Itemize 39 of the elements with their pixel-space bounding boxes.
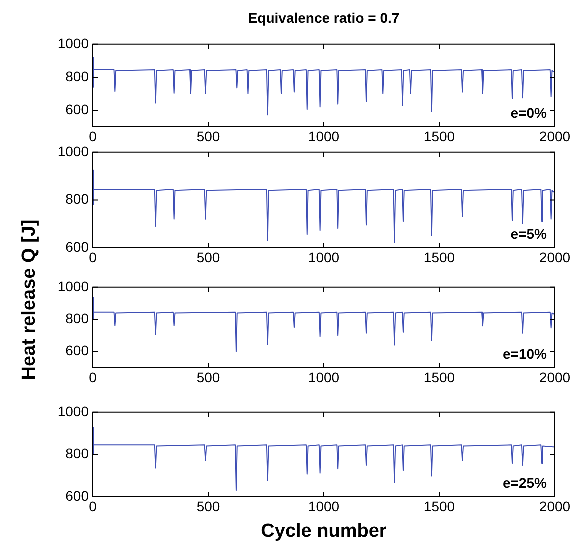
x-tick-label: 500: [196, 369, 220, 386]
x-tick-label: 2000: [539, 249, 571, 266]
y-tick-label: 1000: [58, 143, 90, 160]
annotation: e=0%: [510, 104, 548, 121]
y-tick-label: 800: [66, 310, 90, 326]
y-tick-label: 800: [66, 68, 90, 84]
x-tick-label: 1000: [308, 498, 340, 514]
y-tick-label: 600: [66, 101, 90, 118]
x-tick-label: 0: [89, 249, 98, 266]
x-tick-label: 500: [196, 128, 220, 144]
y-tick-label: 800: [66, 446, 90, 462]
annotation: e=25%: [503, 474, 548, 491]
x-tick-label: 1500: [424, 498, 456, 514]
x-tick-label: 1000: [308, 128, 340, 144]
y-axis-title: Heat release Q [J]: [19, 220, 41, 380]
x-tick-label: 1500: [424, 128, 456, 144]
x-tick-label: 0: [89, 128, 98, 144]
y-tick-label: 600: [66, 342, 90, 359]
y-tick-label: 1000: [58, 35, 90, 52]
x-tick-label: 1000: [308, 249, 340, 266]
x-tick-label: 0: [89, 369, 98, 386]
x-tick-label: 2000: [539, 369, 571, 386]
annotation: e=10%: [503, 346, 548, 362]
x-axis-title: Cycle number: [261, 521, 387, 543]
x-tick-label: 0: [89, 498, 98, 514]
x-tick-label: 1500: [424, 369, 456, 386]
x-tick-label: 1500: [424, 249, 456, 266]
annotation: e=5%: [510, 226, 548, 242]
x-tick-label: 500: [196, 498, 220, 514]
x-tick-label: 500: [196, 249, 220, 266]
x-tick-label: 1000: [308, 369, 340, 386]
y-tick-label: 600: [66, 488, 90, 504]
y-tick-label: 1000: [58, 403, 90, 420]
x-tick-label: 2000: [539, 128, 571, 144]
y-tick-label: 800: [66, 191, 90, 208]
x-tick-label: 2000: [539, 498, 571, 514]
y-tick-label: 600: [66, 238, 90, 255]
y-tick-label: 1000: [58, 278, 90, 294]
chart-title: Equivalence ratio = 0.7: [248, 10, 400, 26]
